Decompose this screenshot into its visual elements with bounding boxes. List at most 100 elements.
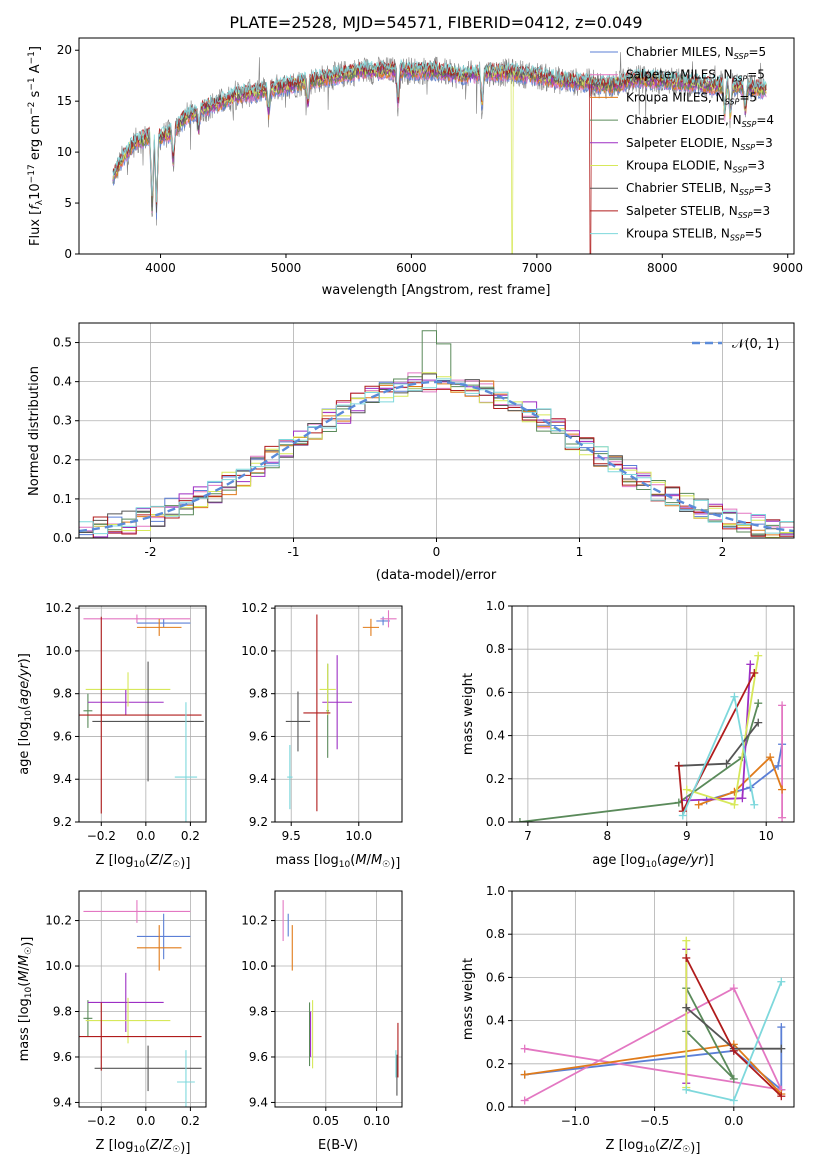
weight-marker [682, 785, 691, 794]
weight-marker [682, 953, 691, 962]
gridlines [79, 891, 206, 1107]
x-tick-label: 9.5 [282, 829, 301, 843]
axes-frame [511, 890, 795, 1108]
y-tick-label: 0.1 [53, 492, 72, 506]
error-bar [79, 616, 202, 814]
plot-content [79, 614, 204, 822]
weight-marker [730, 692, 739, 701]
y-tick-label: 9.8 [53, 687, 72, 701]
error-bar [87, 689, 164, 716]
plot-area [79, 891, 206, 1107]
axes-frame [78, 37, 795, 255]
error-bar [83, 900, 191, 923]
legend-label: Chabrier ELODIE, NSSP=4 [626, 113, 774, 129]
y-tick-label: 0.4 [486, 729, 505, 743]
weight-marker [678, 811, 687, 820]
y-axis-label: Flux [fλ10−17 erg cm−2 s−1 A−1] [27, 46, 45, 246]
y-tick-label: 9.6 [249, 1050, 268, 1064]
ticks: -2 -1 0 1 2 0.0 0.1 0.2 0.3 0.4 0.5 [53, 336, 726, 559]
y-tick-label: 0.0 [486, 815, 505, 829]
y-tick-label: 10.0 [241, 959, 268, 973]
y-tick-label: 5 [64, 196, 72, 210]
y-tick-label: 15 [57, 94, 72, 108]
ticks: −0.2 0.0 0.2 9.2 9.4 9.6 9.8 10.0 10.2 [45, 601, 200, 843]
x-tick-label: −0.5 [640, 1114, 669, 1128]
weight-marker [778, 785, 787, 794]
spectrum-panel: 4000 5000 6000 7000 8000 9000 0 5 10 15 20 Chabrier… [27, 37, 803, 298]
weight-marker [750, 800, 759, 809]
error-bar [362, 618, 380, 636]
legend-label: 𝒩(0, 1) [732, 337, 779, 352]
weight-marker [746, 660, 755, 669]
x-tick-label: 4000 [145, 261, 176, 275]
y-tick-label: 10.2 [241, 914, 268, 928]
y-tick-label: 0.2 [486, 1057, 505, 1071]
y-tick-label: 9.2 [53, 815, 72, 829]
axes-frame [78, 322, 795, 539]
x-tick-label: -1 [288, 545, 300, 559]
weight-marker [674, 761, 683, 770]
weight-marker [515, 818, 524, 822]
x-tick-label: 7 [524, 829, 532, 843]
x-tick-label: 10.0 [345, 829, 372, 843]
y-axis-label: mass [log10(M/M☉)] [17, 937, 35, 1062]
ticks: −0.2 0.0 0.2 9.4 9.6 9.8 10.0 10.2 [45, 914, 200, 1128]
x-tick-label: 8000 [647, 261, 678, 275]
weight-marker [754, 699, 763, 708]
y-tick-label: 9.4 [53, 772, 72, 786]
error-bar [174, 702, 198, 822]
error-bar [303, 614, 331, 812]
x-tick-label: 10 [759, 829, 774, 843]
error-bar [136, 618, 182, 636]
weight-marker [520, 1096, 529, 1105]
y-tick-label: 0 [64, 247, 72, 261]
plot-area [275, 891, 402, 1107]
legend: 𝒩(0, 1) [692, 337, 779, 352]
x-tick-label: 0.2 [181, 1114, 200, 1128]
error-bar [136, 913, 191, 960]
weight-marker [750, 668, 759, 677]
weight-marker [682, 1085, 691, 1094]
figure-title: PLATE=2528, MJD=54571, FIBERID=0412, z=0… [229, 13, 642, 32]
y-tick-label: 9.8 [249, 1005, 268, 1019]
ticks: 0.05 0.10 9.4 9.6 9.8 10.0 10.2 [241, 914, 390, 1128]
error-bar [380, 610, 397, 628]
x-axis-label: age [log10(age/yr)] [592, 853, 714, 870]
legend-label: Chabrier MILES, NSSP=5 [626, 45, 766, 61]
x-tick-label: 1 [576, 545, 584, 559]
weight-marker [729, 984, 738, 993]
error-bar [83, 1000, 93, 1037]
normal-reference-curve [79, 380, 794, 533]
y-tick-label: 10.2 [45, 914, 72, 928]
weight-marker [729, 1096, 738, 1105]
residual-histogram-panel: -2 -1 0 1 2 0.0 0.1 0.2 0.3 0.4 0.5 𝒩(0, 1) (data-mo… [27, 322, 795, 583]
weight-marker [738, 794, 747, 803]
ticks: −1.0 −0.5 0.0 0.0 0.2 0.4 0.6 0.8 1.0 [486, 884, 743, 1128]
y-tick-label: 0.2 [486, 772, 505, 786]
error-bar [376, 616, 390, 626]
legend-label: Kroupa ELODIE, NSSP=3 [626, 159, 765, 175]
x-tick-label: 0.0 [136, 829, 155, 843]
age-vs-metallicity-panel: −0.2 0.0 0.2 9.2 9.4 9.6 9.8 10.0 10.2 Z [log10(Z… [17, 601, 207, 871]
y-tick-label: 10.0 [45, 959, 72, 973]
y-tick-label: 0.3 [53, 414, 72, 428]
y-tick-label: 20 [57, 43, 72, 57]
x-axis-label: Z [log10(Z/Z☉)] [606, 1138, 701, 1156]
x-tick-label: 2 [719, 545, 727, 559]
error-bar [287, 745, 293, 810]
y-tick-label: 1.0 [486, 599, 505, 613]
plot-area [275, 606, 402, 822]
axes-frame [274, 890, 403, 1108]
x-tick-label: 0.10 [363, 1114, 390, 1128]
weight-marker [682, 936, 691, 945]
weight-marker [766, 753, 775, 762]
age-vs-mass-panel: 9.5 10.0 9.2 9.4 9.6 9.8 10.0 10.2 mass [log10(M… [241, 601, 403, 871]
plot-content [285, 610, 397, 812]
weight-marker [777, 1044, 786, 1053]
x-axis-label: Z [log10(Z/Z☉)] [96, 1138, 191, 1156]
plot-content [79, 330, 794, 538]
error-bar [87, 972, 164, 1032]
gridlines [275, 891, 402, 1107]
legend-label: Chabrier STELIB, NSSP=3 [626, 181, 771, 197]
